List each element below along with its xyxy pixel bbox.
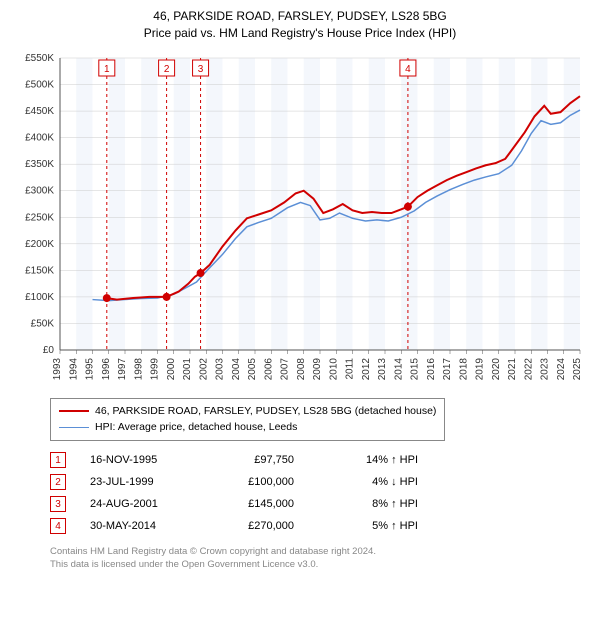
svg-text:1: 1 [104,64,110,75]
svg-text:£200K: £200K [25,238,54,249]
sale-price: £100,000 [214,476,294,488]
svg-text:1995: 1995 [85,357,96,380]
sale-pct: 4% ↓ HPI [318,476,418,488]
svg-text:£400K: £400K [25,132,54,143]
svg-text:1997: 1997 [117,357,128,380]
legend: 46, PARKSIDE ROAD, FARSLEY, PUDSEY, LS28… [50,398,445,442]
svg-text:1993: 1993 [52,357,63,380]
svg-text:2019: 2019 [475,357,486,380]
svg-text:1996: 1996 [101,357,112,380]
sale-pct: 8% ↑ HPI [318,498,418,510]
svg-text:4: 4 [405,64,411,75]
chart-container: 46, PARKSIDE ROAD, FARSLEY, PUDSEY, LS28… [0,0,600,580]
svg-text:2022: 2022 [523,357,534,380]
svg-text:1998: 1998 [133,357,144,380]
chart-svg: £0 £50K £100K £150K £200K £250K £300K £350K £400… [10,50,590,390]
sale-price: £270,000 [214,520,294,532]
sale-price: £97,750 [214,454,294,466]
line-chart: £0 £50K £100K £150K £200K £250K £300K £350K £400… [10,50,590,390]
legend-item-property: 46, PARKSIDE ROAD, FARSLEY, PUDSEY, LS28… [59,403,436,420]
svg-text:2: 2 [164,64,170,75]
svg-text:2018: 2018 [458,357,469,380]
svg-text:2016: 2016 [426,357,437,380]
svg-text:£350K: £350K [25,159,54,170]
svg-text:2024: 2024 [556,357,567,380]
svg-text:2017: 2017 [442,357,453,380]
svg-text:2020: 2020 [491,357,502,380]
svg-text:2002: 2002 [198,357,209,380]
svg-text:£500K: £500K [25,79,54,90]
svg-text:£150K: £150K [25,265,54,276]
footer-line2: This data is licensed under the Open Gov… [50,558,590,571]
sale-pct: 14% ↑ HPI [318,454,418,466]
svg-text:1999: 1999 [150,357,161,380]
sale-pct: 5% ↑ HPI [318,520,418,532]
sale-price: £145,000 [214,498,294,510]
svg-text:2010: 2010 [328,357,339,380]
svg-text:1994: 1994 [68,357,79,380]
footer-line1: Contains HM Land Registry data © Crown c… [50,545,590,558]
svg-text:2005: 2005 [247,357,258,380]
svg-text:£0: £0 [43,345,55,356]
sales-row: 2 23-JUL-1999 £100,000 4% ↓ HPI [50,471,590,493]
legend-label: HPI: Average price, detached house, Leed… [95,419,297,436]
sales-table: 1 16-NOV-1995 £97,750 14% ↑ HPI 2 23-JUL-1999… [50,449,590,537]
svg-text:3: 3 [198,64,204,75]
legend-label: 46, PARKSIDE ROAD, FARSLEY, PUDSEY, LS28… [95,403,436,420]
svg-text:£300K: £300K [25,185,54,196]
svg-text:2006: 2006 [263,357,274,380]
sale-date: 24-AUG-2001 [90,498,190,510]
sale-badge: 3 [50,496,66,512]
svg-text:£50K: £50K [31,318,55,329]
svg-text:2023: 2023 [540,357,551,380]
svg-text:2004: 2004 [231,357,242,380]
svg-text:2007: 2007 [280,357,291,380]
sale-date: 16-NOV-1995 [90,454,190,466]
legend-swatch [59,427,89,428]
svg-text:2009: 2009 [312,357,323,380]
sales-row: 3 24-AUG-2001 £145,000 8% ↑ HPI [50,493,590,515]
title-line1: 46, PARKSIDE ROAD, FARSLEY, PUDSEY, LS28… [10,8,590,25]
sale-badge: 2 [50,474,66,490]
svg-text:2001: 2001 [182,357,193,380]
chart-title: 46, PARKSIDE ROAD, FARSLEY, PUDSEY, LS28… [10,8,590,42]
svg-text:2003: 2003 [215,357,226,380]
svg-text:2008: 2008 [296,357,307,380]
sale-badge: 4 [50,518,66,534]
legend-item-hpi: HPI: Average price, detached house, Leed… [59,419,436,436]
svg-text:£250K: £250K [25,212,54,223]
title-line2: Price paid vs. HM Land Registry's House … [10,25,590,42]
legend-swatch [59,410,89,412]
sale-date: 23-JUL-1999 [90,476,190,488]
sale-badge: 1 [50,452,66,468]
svg-text:2025: 2025 [572,357,583,380]
svg-text:2015: 2015 [410,357,421,380]
svg-text:2012: 2012 [361,357,372,380]
footer-attribution: Contains HM Land Registry data © Crown c… [50,545,590,572]
svg-text:£450K: £450K [25,106,54,117]
sales-row: 4 30-MAY-2014 £270,000 5% ↑ HPI [50,515,590,537]
svg-text:2021: 2021 [507,357,518,380]
svg-text:2014: 2014 [393,357,404,380]
sales-row: 1 16-NOV-1995 £97,750 14% ↑ HPI [50,449,590,471]
svg-text:2011: 2011 [345,357,356,379]
svg-text:2000: 2000 [166,357,177,380]
sale-date: 30-MAY-2014 [90,520,190,532]
svg-text:£100K: £100K [25,292,54,303]
svg-text:2013: 2013 [377,357,388,380]
svg-text:£550K: £550K [25,53,54,64]
